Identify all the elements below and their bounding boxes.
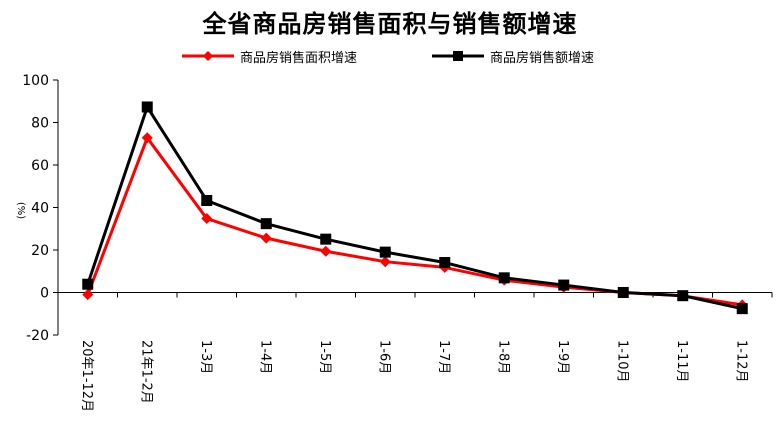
x-tick-label: 20年1-12月: [79, 340, 94, 412]
data-point-amount: [439, 257, 451, 269]
data-point-amount: [320, 233, 332, 245]
y-tick-label: 60: [31, 158, 49, 174]
data-point-area: [141, 132, 153, 144]
legend-label-amount: 商品房销售额增速: [490, 50, 595, 66]
series-line-2: [86, 105, 743, 311]
data-point-amount: [201, 194, 213, 206]
legend-item-area: 商品房销售面积增速: [182, 46, 357, 66]
y-tick-label: 20: [31, 243, 49, 259]
x-tick-label: 1-3月: [198, 340, 213, 374]
x-tick-label: 1-11月: [674, 340, 689, 383]
x-tick-label: 1-10月: [614, 340, 629, 383]
x-tick-label: 1-4月: [257, 340, 272, 374]
data-point-amount: [558, 279, 570, 291]
data-point-amount: [736, 303, 748, 315]
y-tick-label: 80: [31, 116, 49, 132]
data-point-area: [320, 245, 332, 257]
legend-swatch-amount: [432, 46, 484, 66]
legend-label-area: 商品房销售面积增速: [240, 50, 358, 66]
y-tick-label: -20: [26, 328, 49, 344]
x-tick-label: 21年1-2月: [138, 340, 153, 404]
data-point-area: [260, 232, 272, 244]
legend-item-amount: 商品房销售额增速: [432, 46, 594, 66]
data-point-amount: [617, 287, 629, 298]
y-tick-label: 100: [22, 73, 49, 89]
y-tick-label: 40: [31, 201, 49, 217]
x-tick-label: 1-8月: [495, 340, 510, 374]
x-tick-label: 1-12月: [733, 340, 748, 383]
series-line-1: [86, 136, 743, 307]
x-tick-label: 1-5月: [317, 340, 332, 374]
x-tick-label: 1-9月: [555, 340, 570, 374]
data-point-amount: [498, 272, 510, 284]
data-point-area: [379, 256, 391, 268]
legend-swatch-area: [182, 46, 234, 66]
chart-title: 全省商品房销售面积与销售额增速: [202, 10, 578, 38]
data-point-amount: [677, 290, 689, 302]
data-point-amount: [141, 101, 153, 113]
data-point-amount: [82, 278, 94, 290]
x-tick-label: 1-6月: [376, 340, 391, 374]
data-point-area: [201, 213, 213, 225]
y-tick-label: 0: [40, 286, 49, 302]
data-point-area: [82, 289, 94, 301]
x-tick-label: 1-7月: [436, 340, 451, 374]
data-point-amount: [260, 218, 272, 230]
data-point-amount: [379, 246, 391, 258]
